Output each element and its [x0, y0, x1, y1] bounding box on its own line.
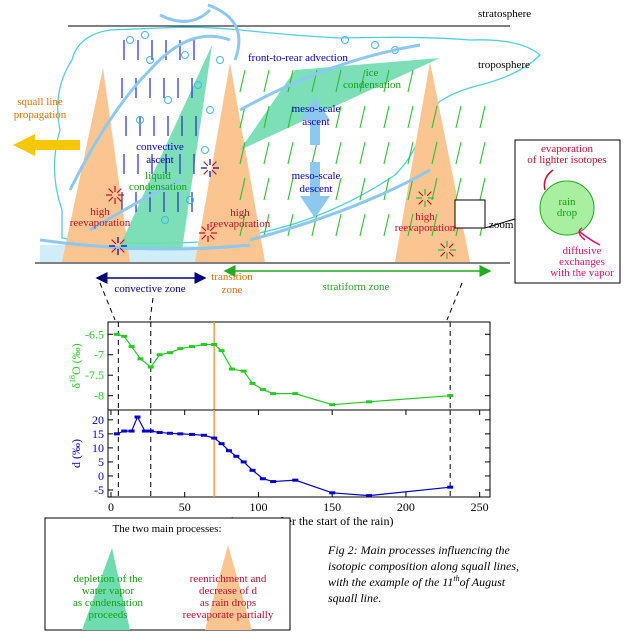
point [157, 431, 163, 434]
point [189, 345, 195, 348]
rain-streak [360, 214, 365, 236]
x-tick-label: 100 [249, 500, 267, 514]
point [219, 349, 225, 352]
point [250, 382, 256, 385]
point [121, 430, 127, 433]
point [292, 479, 298, 482]
point [137, 357, 143, 360]
point [447, 486, 453, 489]
x-tick-label: 150 [323, 500, 341, 514]
rain-streak [456, 106, 461, 128]
box-title: The two main processes: [112, 523, 221, 535]
point [270, 480, 276, 483]
zone-label: stratiform zone [323, 281, 390, 293]
point [114, 432, 120, 435]
rain-streak [456, 178, 461, 200]
point [114, 333, 120, 336]
y-label-part: d (‰) [69, 439, 83, 468]
point [167, 432, 173, 435]
point [447, 394, 453, 397]
rain-streak [384, 214, 389, 236]
x-tick-label: 250 [471, 500, 489, 514]
label: zoom [489, 219, 514, 231]
point [366, 400, 372, 403]
y-tick-label: 0 [98, 469, 104, 483]
y-label-part: O (‰) [69, 343, 83, 375]
point [211, 437, 217, 440]
point [134, 416, 140, 419]
y-tick-label: 20 [92, 413, 104, 427]
label: raindrop [557, 196, 578, 219]
point [270, 392, 276, 395]
y-tick-label: -7 [94, 348, 104, 362]
point [211, 343, 217, 346]
point [329, 403, 335, 406]
point [167, 351, 173, 354]
series-line [117, 334, 450, 404]
label: stratosphere [478, 8, 531, 20]
x-tick-label: 200 [397, 500, 415, 514]
point [201, 434, 207, 437]
point [366, 494, 372, 497]
label: troposphere [478, 59, 530, 71]
charts: -8-7.5-7-6.5δ18O (‰)-5051015200501001502… [68, 322, 490, 528]
label: squall linepropagation [14, 96, 67, 121]
y-tick-label: -8 [94, 389, 104, 403]
y-tick-label: -5 [94, 483, 104, 497]
y-tick-label: -6.5 [85, 327, 104, 341]
x-tick-label: 0 [108, 500, 114, 514]
point [177, 432, 183, 435]
point [260, 477, 266, 480]
point [142, 430, 148, 433]
x-tick-label: 50 [179, 500, 191, 514]
zoom-box [455, 200, 485, 228]
y-label-part: 18 [68, 375, 77, 383]
point [233, 455, 239, 458]
point [219, 442, 225, 445]
y-tick-label: 15 [92, 427, 104, 441]
point [148, 366, 154, 369]
y-axis-label: d (‰) [69, 439, 83, 468]
point [121, 335, 127, 338]
point [250, 469, 256, 472]
point [226, 449, 232, 452]
y-tick-label: 10 [92, 441, 104, 455]
point [241, 460, 247, 463]
point [292, 392, 298, 395]
label: front-to-rear advection [248, 52, 348, 64]
point [329, 491, 335, 494]
rain-streak [336, 214, 341, 236]
plot-frame [108, 410, 490, 497]
point [189, 433, 195, 436]
y-tick-label: -7.5 [85, 368, 104, 382]
point [177, 347, 183, 350]
rain-streak [480, 178, 485, 200]
point [241, 370, 247, 373]
point [201, 343, 207, 346]
point [148, 430, 154, 433]
point [129, 430, 135, 433]
rain-streak [456, 142, 461, 164]
rain-streak [480, 142, 485, 164]
point [129, 345, 135, 348]
zone-label: convective zone [114, 283, 185, 295]
point [157, 353, 163, 356]
rain-streak [480, 106, 485, 128]
point [260, 388, 266, 391]
y-tick-label: 5 [98, 455, 104, 469]
figure: stratosphere troposphere front-to-rear a… [0, 0, 628, 635]
point [229, 368, 235, 371]
zone-arrows [97, 271, 490, 278]
y-axis-label: δ18O (‰) [68, 343, 83, 388]
series-line [117, 417, 450, 496]
